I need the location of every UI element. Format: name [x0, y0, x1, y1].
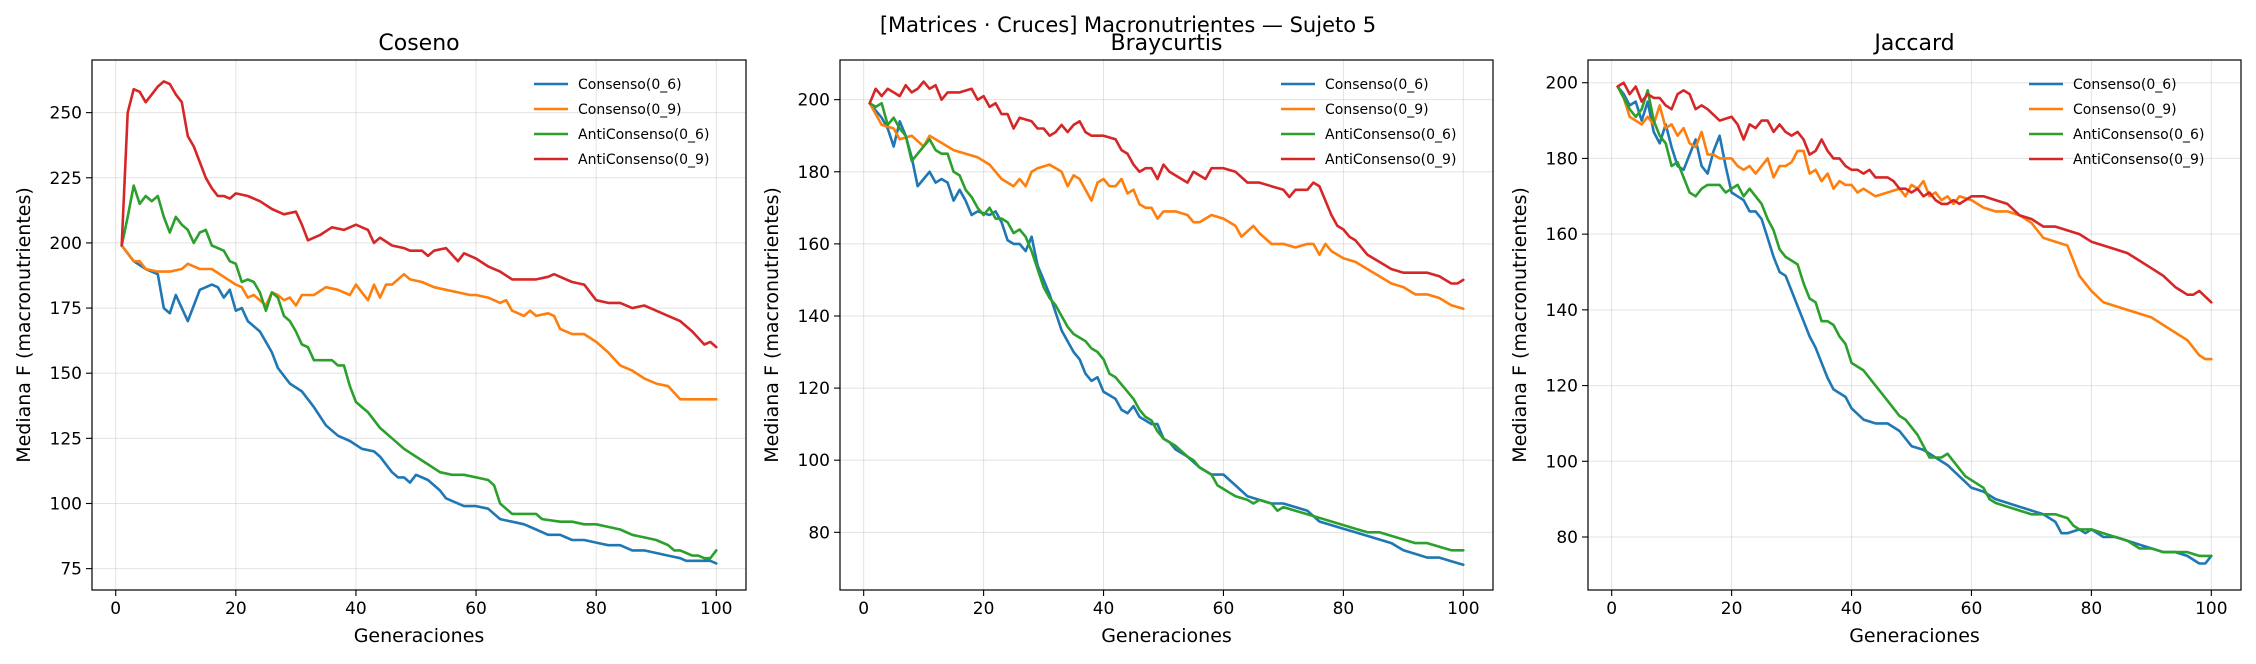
y-axis-label: Mediana F (macronutrientes): [1509, 187, 1531, 463]
y-tick-label-1: 100: [1546, 452, 1578, 472]
x-axis-label: Generaciones: [1849, 625, 1980, 647]
x-tick-label-0: 0: [110, 599, 121, 619]
y-tick-label-3: 140: [1546, 301, 1578, 321]
y-tick-label-4: 160: [798, 235, 830, 255]
legend-label-0: Consenso(0_6): [1325, 77, 1429, 93]
chart-title: Coseno: [378, 31, 459, 56]
x-tick-label-0: 0: [1606, 599, 1617, 619]
x-tick-label-3: 60: [1213, 599, 1235, 619]
figure-suptitle: [Matrices · Cruces] Macronutrientes — Su…: [880, 13, 1376, 37]
legend-label-2: AntiConsenso(0_6): [1325, 127, 1456, 143]
y-tick-label-4: 160: [1546, 225, 1578, 245]
x-tick-label-4: 80: [1333, 599, 1355, 619]
chart-title: Jaccard: [1872, 31, 1954, 56]
series-line-3: [120, 80, 718, 349]
series-line-0: [1616, 85, 2213, 565]
y-axis-label: Mediana F (macronutrientes): [761, 187, 783, 463]
y-tick-label-1: 100: [50, 494, 82, 514]
y-tick-label-6: 225: [50, 169, 82, 189]
x-tick-label-5: 100: [1447, 599, 1479, 619]
series-line-2: [120, 184, 718, 560]
plot-frame: [1587, 59, 2242, 591]
series-line-0: [120, 244, 718, 565]
y-tick-label-6: 200: [1546, 74, 1578, 94]
legend-label-0: Consenso(0_6): [2073, 77, 2177, 93]
x-axis-label: Generaciones: [1101, 625, 1232, 647]
chart-panel-1: 0 20 40 60 80 100 80 100 120 140 160 180 200 Braycurt…: [761, 31, 1494, 647]
y-tick-label-5: 180: [798, 163, 830, 183]
series-line-1: [120, 244, 718, 401]
y-tick-label-2: 120: [1546, 377, 1578, 397]
legend-label-1: Consenso(0_9): [2073, 102, 2177, 118]
x-tick-label-5: 100: [2195, 599, 2227, 619]
chart-title: Braycurtis: [1111, 31, 1223, 56]
chart-panel-0: 0 20 40 60 80 100 75 100 125 150 175 200 225 250 Cosen…: [13, 31, 747, 647]
x-tick-label-3: 60: [465, 599, 487, 619]
legend-label-1: Consenso(0_9): [578, 102, 682, 118]
x-tick-label-1: 20: [225, 599, 247, 619]
y-tick-label-0: 80: [808, 523, 830, 543]
series-line-2: [1616, 85, 2213, 558]
legend-label-2: AntiConsenso(0_6): [578, 127, 709, 143]
series-line-1: [1616, 85, 2213, 361]
series-line-3: [1616, 81, 2213, 304]
legend-label-3: AntiConsenso(0_9): [578, 152, 709, 168]
legend-label-3: AntiConsenso(0_9): [2073, 152, 2204, 168]
series-line-3: [868, 80, 1465, 285]
y-tick-label-3: 150: [50, 364, 82, 384]
x-tick-label-2: 40: [1841, 599, 1863, 619]
y-axis-label: Mediana F (macronutrientes): [13, 187, 35, 463]
y-tick-label-3: 140: [798, 307, 830, 327]
y-tick-label-4: 175: [50, 299, 82, 319]
y-tick-label-0: 80: [1556, 528, 1578, 548]
y-tick-label-6: 200: [798, 91, 830, 111]
plot-frame: [839, 59, 1494, 591]
series-line-2: [868, 102, 1465, 552]
y-tick-label-5: 180: [1546, 149, 1578, 169]
legend-label-2: AntiConsenso(0_6): [2073, 127, 2204, 143]
plot-frame: [91, 59, 747, 591]
y-tick-label-2: 125: [50, 429, 82, 449]
x-tick-label-3: 60: [1961, 599, 1983, 619]
x-tick-label-4: 80: [585, 599, 607, 619]
x-tick-label-4: 80: [2081, 599, 2103, 619]
x-tick-label-0: 0: [858, 599, 869, 619]
y-tick-label-5: 200: [50, 234, 82, 254]
x-axis-label: Generaciones: [354, 625, 485, 647]
y-tick-label-7: 250: [50, 104, 82, 124]
series-line-0: [868, 102, 1465, 567]
chart-panel-2: 0 20 40 60 80 100 80 100 120 140 160 180 200 Jaccard G…: [1509, 31, 2242, 647]
legend-label-0: Consenso(0_6): [578, 77, 682, 93]
x-tick-label-5: 100: [700, 599, 732, 619]
series-line-1: [868, 102, 1465, 311]
x-tick-label-1: 20: [973, 599, 995, 619]
x-tick-label-2: 40: [1093, 599, 1115, 619]
y-tick-label-1: 100: [798, 451, 830, 471]
panels: 0 20 40 60 80 10075100125150175200225250Cosen…: [13, 31, 2242, 647]
legend-label-1: Consenso(0_9): [1325, 102, 1429, 118]
y-tick-label-0: 75: [60, 560, 82, 580]
y-tick-label-2: 120: [798, 379, 830, 399]
x-tick-label-1: 20: [1721, 599, 1743, 619]
x-tick-label-2: 40: [345, 599, 367, 619]
legend-label-3: AntiConsenso(0_9): [1325, 152, 1456, 168]
